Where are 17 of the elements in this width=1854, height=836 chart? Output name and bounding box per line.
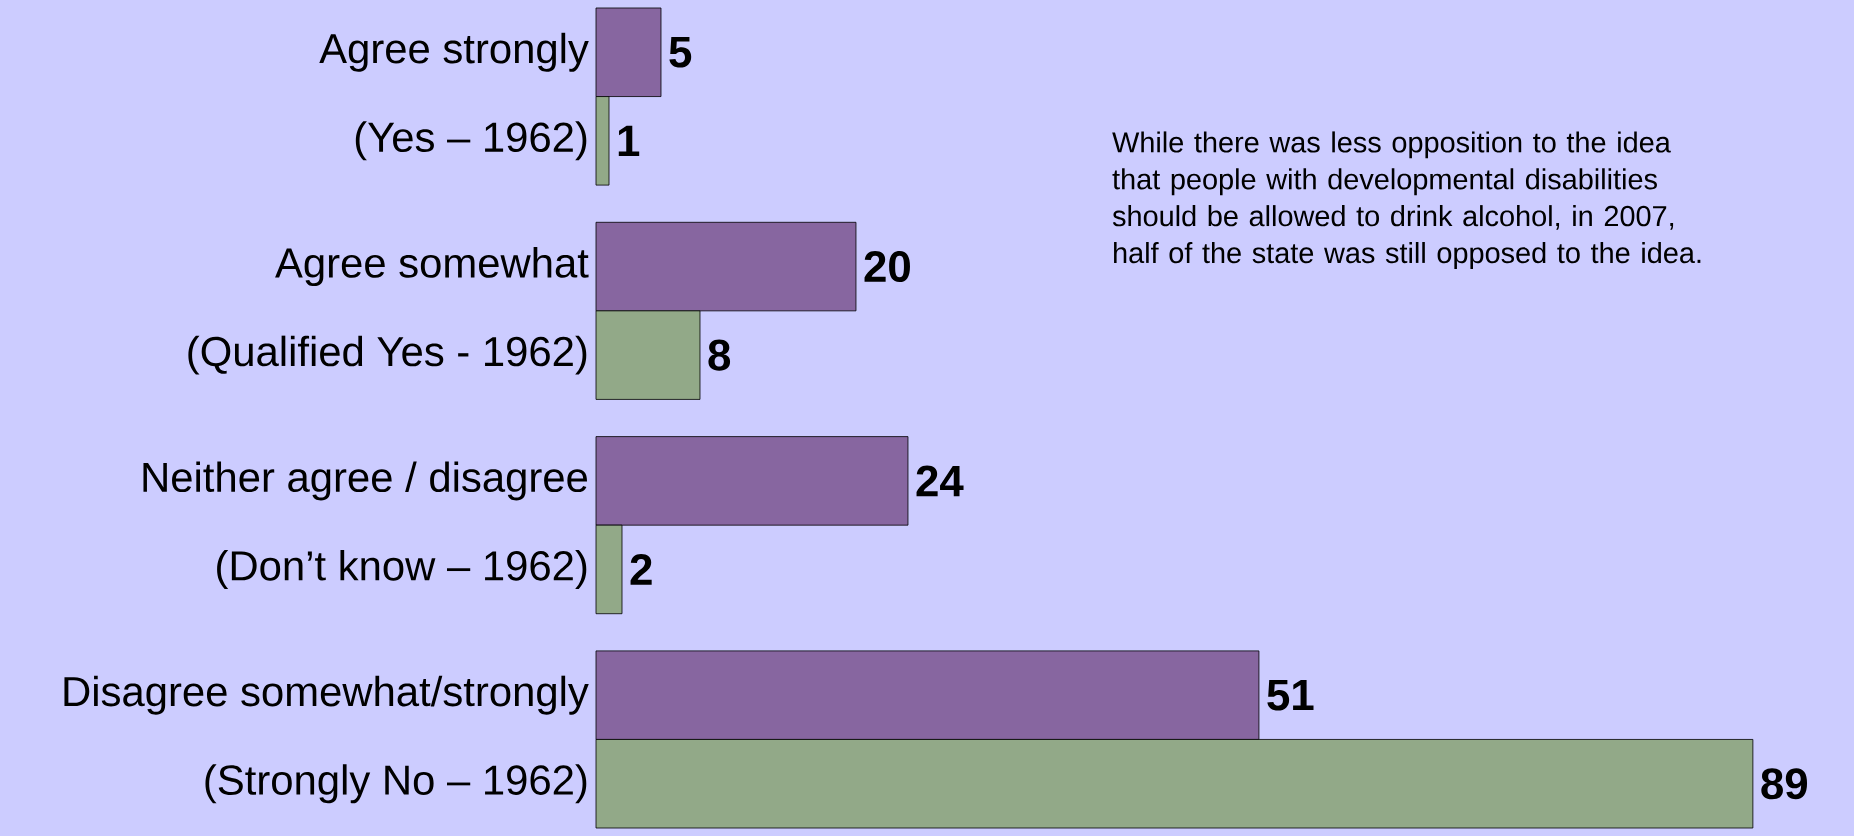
y-tick-label: (Strongly No – 1962) [205,764,587,804]
y-tick-label: Neither agree / disagree [143,461,587,501]
y-tick-label: Agree strongly [319,32,589,72]
y-tick-label: (Don’t know – 1962) [217,549,587,589]
data-label: 51 [1267,679,1314,711]
y-tick-label: (Qualified Yes - 1962) [188,335,587,375]
data-label: 89 [1761,768,1808,800]
data-label: 2 [630,554,652,585]
annotation: While there was less opposition to the idea that people with developmental disabilities should be allowed to drink alcohol, in 2007, half of the state was still opposed to the idea. [1112,131,1701,269]
data-label: 8 [708,339,731,371]
y-tick-label: Disagree somewhat/strongly [64,675,589,715]
y-tick-label: Agree somewhat [275,247,589,287]
data-label: 5 [669,36,692,68]
data-label: 24 [916,465,964,497]
data-label: 1 [618,125,640,156]
y-tick-label: (Yes – 1962) [355,121,587,161]
data-label: 20 [864,251,910,283]
